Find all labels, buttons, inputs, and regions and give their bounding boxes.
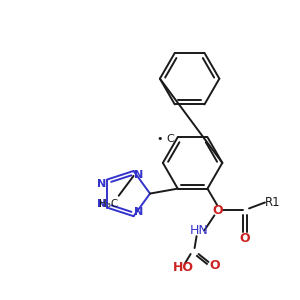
Text: O: O bbox=[212, 204, 223, 217]
Text: N: N bbox=[98, 178, 107, 189]
Text: N: N bbox=[134, 170, 143, 180]
Text: N: N bbox=[134, 207, 143, 217]
Text: N: N bbox=[98, 199, 107, 208]
Text: HN: HN bbox=[190, 224, 209, 237]
Text: H₃C: H₃C bbox=[99, 199, 119, 209]
Text: O: O bbox=[209, 260, 220, 272]
Text: R1: R1 bbox=[265, 196, 281, 209]
Text: HO: HO bbox=[173, 261, 194, 274]
Text: O: O bbox=[240, 232, 250, 245]
Text: • C: • C bbox=[157, 134, 175, 144]
